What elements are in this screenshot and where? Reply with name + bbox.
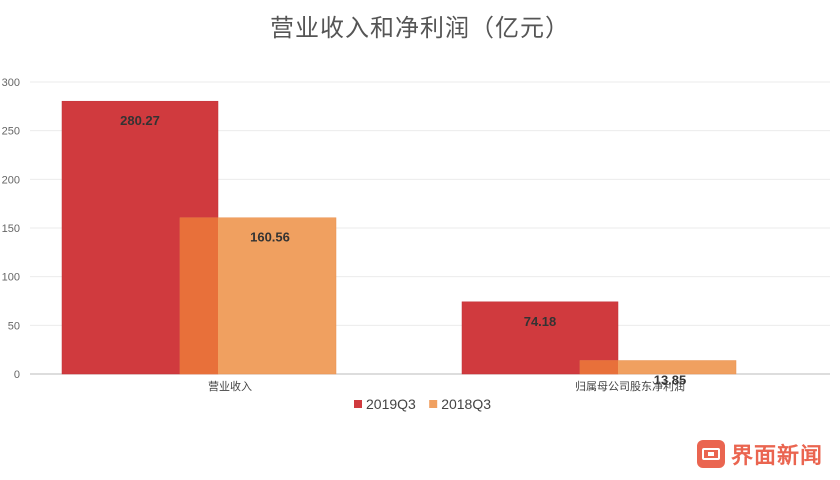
- chart-title: 营业收入和净利润（亿元）: [270, 14, 570, 42]
- x-axis-categories: 营业收入 归属母公司股东净利润: [208, 379, 685, 393]
- y-tick-label: 50: [8, 320, 20, 332]
- y-tick-label: 0: [14, 369, 20, 381]
- data-label: 280.27: [120, 113, 160, 128]
- x-tick-label: 营业收入: [208, 379, 252, 393]
- data-label: 74.18: [524, 314, 557, 329]
- data-label: 160.56: [250, 230, 290, 245]
- legend-item: 2018Q3: [441, 396, 491, 412]
- bar-overlap: [580, 360, 618, 374]
- y-tick-label: 200: [2, 174, 20, 186]
- legend-swatch: [429, 400, 438, 408]
- y-axis-ticks: 0 50 100 150 200 250 300: [2, 77, 20, 381]
- watermark-text: 界面新闻: [731, 444, 824, 469]
- y-tick-label: 250: [2, 126, 20, 138]
- legend-swatch: [354, 400, 362, 408]
- y-tick-label: 300: [2, 77, 20, 89]
- legend[interactable]: 2019Q3 2018Q3: [354, 396, 491, 412]
- bar-overlap: [180, 217, 218, 374]
- y-tick-label: 100: [2, 272, 20, 284]
- y-tick-label: 150: [2, 223, 20, 235]
- bars: [61, 100, 737, 375]
- x-tick-label: 归属母公司股东净利润: [575, 379, 685, 393]
- watermark: 界面新闻: [697, 438, 823, 470]
- legend-item: 2019Q3: [366, 396, 416, 412]
- data-label: 13.85: [654, 373, 687, 388]
- jiemian-logo-icon: [697, 440, 725, 468]
- value-labels: 280.27 160.56 74.18 13.85: [120, 113, 686, 387]
